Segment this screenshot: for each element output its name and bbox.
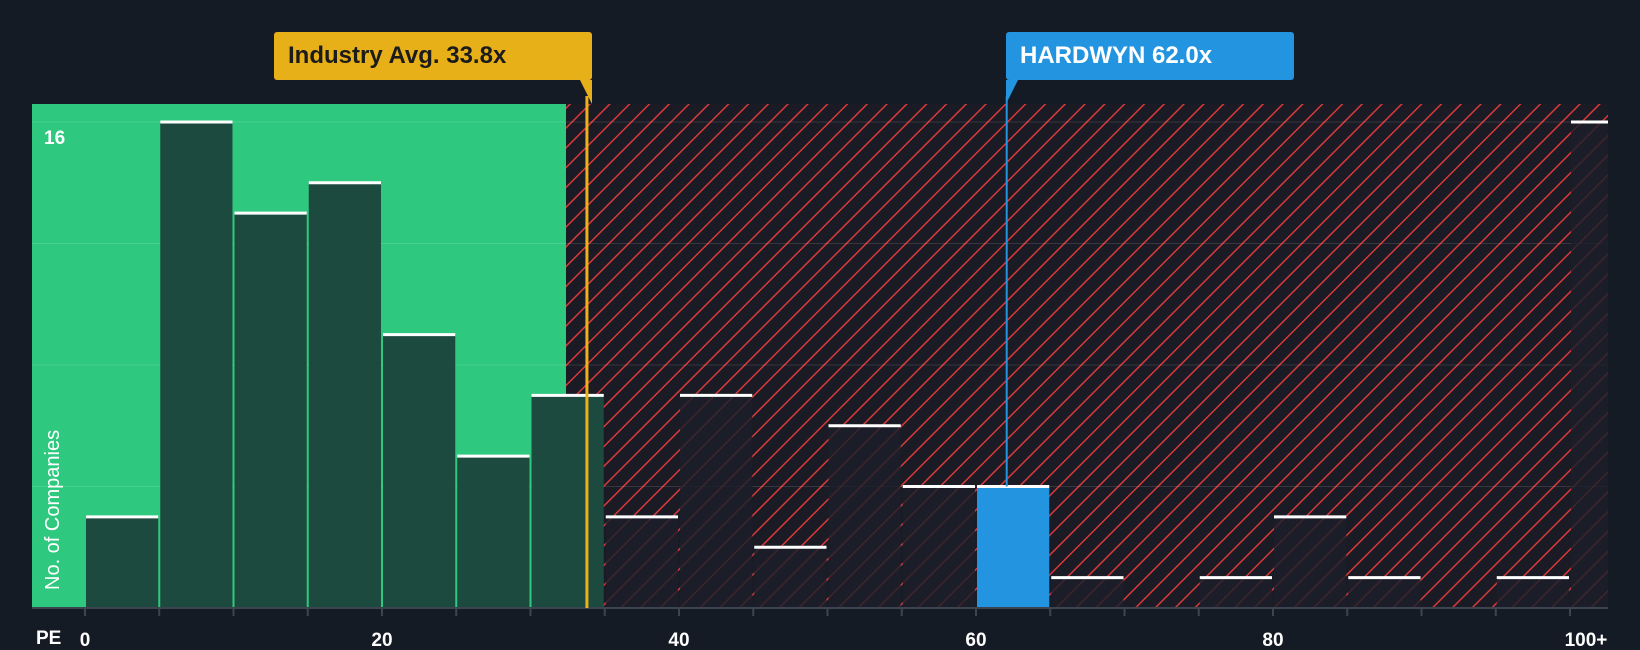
y-tick-label: 16 — [44, 128, 65, 149]
bar — [308, 181, 381, 608]
bar-body — [1274, 516, 1347, 608]
bar — [1199, 576, 1272, 608]
bar-cap — [1571, 120, 1608, 124]
y-axis-label: No. of Companies — [42, 429, 64, 590]
bar-cap — [531, 393, 604, 397]
bar-cap — [457, 454, 530, 458]
bar — [1274, 515, 1347, 608]
bar — [1051, 576, 1124, 608]
bar-body — [1571, 122, 1608, 608]
x-tick-label: 40 — [668, 630, 689, 650]
bar-cap — [1199, 576, 1272, 580]
bar-cap — [1496, 576, 1569, 580]
bar — [234, 211, 307, 608]
x-tick-label: 60 — [965, 630, 986, 650]
bar — [902, 485, 975, 608]
bar-cap — [754, 545, 827, 549]
x-tick-label: 80 — [1262, 630, 1283, 650]
bar-cap — [680, 393, 753, 397]
bar-body — [234, 213, 307, 608]
bar-body — [605, 516, 678, 608]
bar-cap — [308, 181, 381, 185]
bar-cap — [828, 424, 901, 428]
bar-body — [160, 122, 233, 608]
bar — [605, 515, 678, 608]
bar-cap — [1051, 576, 1124, 580]
bar-body — [680, 395, 753, 608]
bar-body — [754, 547, 827, 608]
bar — [1571, 120, 1608, 608]
bar-body — [457, 456, 530, 608]
bar-body — [531, 395, 604, 608]
bar-body — [1348, 577, 1421, 608]
bar-body — [977, 486, 1050, 608]
x-ticks: 0 20 40 60 80 100+ — [80, 608, 1608, 650]
company-pointer — [1006, 80, 1018, 104]
bar-cap — [605, 515, 678, 519]
bar-cap — [1348, 576, 1421, 580]
x-tick-label: 0 — [80, 630, 91, 650]
bar-cap — [160, 120, 233, 124]
bar-body — [828, 425, 901, 608]
bar — [457, 454, 530, 608]
bar — [1496, 576, 1569, 608]
bar-cap — [902, 485, 975, 488]
bar-cap — [234, 211, 307, 215]
x-tick-label: 20 — [371, 630, 392, 650]
bar — [531, 393, 604, 608]
bar — [680, 393, 753, 608]
highlight-bar — [977, 485, 1050, 608]
bar — [383, 333, 456, 608]
industry-avg-pointer — [580, 80, 592, 104]
bar-cap — [383, 333, 456, 337]
bar-body — [1496, 577, 1569, 608]
bar-cap — [1274, 515, 1347, 519]
company-callout: HARDWYN 62.0x — [1006, 32, 1294, 80]
bar-body — [1051, 577, 1124, 608]
bar-cap — [86, 515, 159, 519]
x-tick-label: 100+ — [1565, 630, 1608, 650]
bar — [86, 515, 159, 608]
bar — [754, 545, 827, 608]
bar — [1348, 576, 1421, 608]
bar-body — [308, 182, 381, 608]
bar — [828, 424, 901, 608]
bar — [160, 120, 233, 608]
bar-body — [86, 516, 159, 608]
x-axis-label: PE — [36, 628, 62, 649]
bar-body — [902, 486, 975, 608]
bar-body — [1199, 577, 1272, 608]
bars — [86, 120, 1608, 608]
bar-body — [383, 334, 456, 608]
bar-cap — [977, 485, 1050, 488]
industry-avg-callout: Industry Avg. 33.8x — [274, 32, 592, 80]
